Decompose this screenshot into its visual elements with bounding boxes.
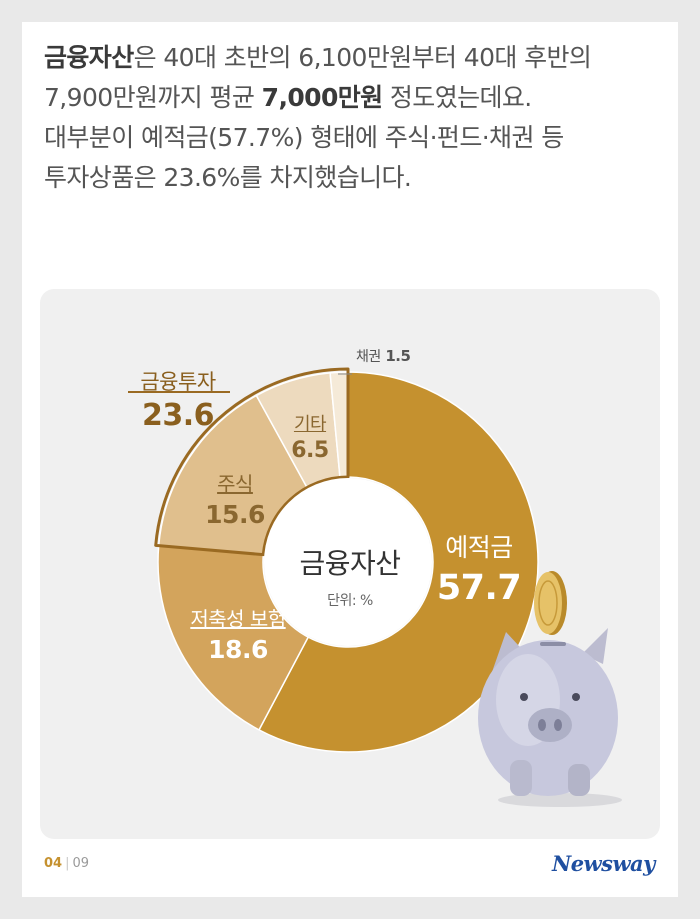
label-insurance: 저축성 보험 18.6 <box>168 603 308 664</box>
page-total: 09 <box>72 856 90 871</box>
label-other-name: 기타 <box>293 414 327 435</box>
newsway-logo: Newsway <box>552 851 655 876</box>
label-bond: 채권 1.5 <box>356 346 411 366</box>
donut-hole <box>264 478 432 646</box>
slice-0 <box>257 371 539 753</box>
intro-line-2: 7,900만원까지 평균 7,000만원 정도였는데요. <box>44 83 532 112</box>
label-group-value: 23.6 <box>141 398 215 433</box>
label-bond-name: 채권 <box>356 349 381 365</box>
label-other-value: 6.5 <box>291 438 329 463</box>
page-current: 04 <box>44 856 63 871</box>
label-stock-name: 주식 <box>217 472 253 496</box>
center-title: 금융자산 <box>299 547 401 580</box>
page-indicator: 04 | 09 <box>44 856 90 871</box>
label-insurance-name: 저축성 보험 <box>190 607 286 631</box>
label-stock-value: 15.6 <box>205 500 265 529</box>
coin-icon <box>534 571 567 635</box>
label-other: 기타 6.5 <box>280 410 340 463</box>
unit-label: 단위: % <box>327 593 373 609</box>
center-label: 금융자산 단위: % <box>280 542 420 610</box>
piggy-bank-icon <box>478 628 622 807</box>
label-group-name: 금융투자 <box>140 370 216 394</box>
label-bond-value: 1.5 <box>385 347 411 365</box>
label-deposit-value: 57.7 <box>436 568 522 608</box>
intro-line-4: 투자상품은 23.6%를 차지했습니다. <box>44 163 412 192</box>
label-stock: 주식 15.6 <box>195 468 275 529</box>
investment-group-outline <box>154 367 350 557</box>
intro-line-1: 금융자산은 40대 초반의 6,100만원부터 40대 후반의 <box>44 43 592 72</box>
label-insurance-value: 18.6 <box>208 635 268 664</box>
label-deposit-name: 예적금 <box>445 533 513 562</box>
label-investment-group: 금융투자 23.6 <box>122 366 234 433</box>
intro-line-3: 대부분이 예적금(57.7%) 형태에 주식·펀드·채권 등 <box>44 123 564 152</box>
slice-1 <box>157 544 310 731</box>
intro-text: 금융자산은 40대 초반의 6,100만원부터 40대 후반의 7,900만원까… <box>44 38 654 198</box>
label-deposit: 예적금 57.7 <box>414 528 544 608</box>
